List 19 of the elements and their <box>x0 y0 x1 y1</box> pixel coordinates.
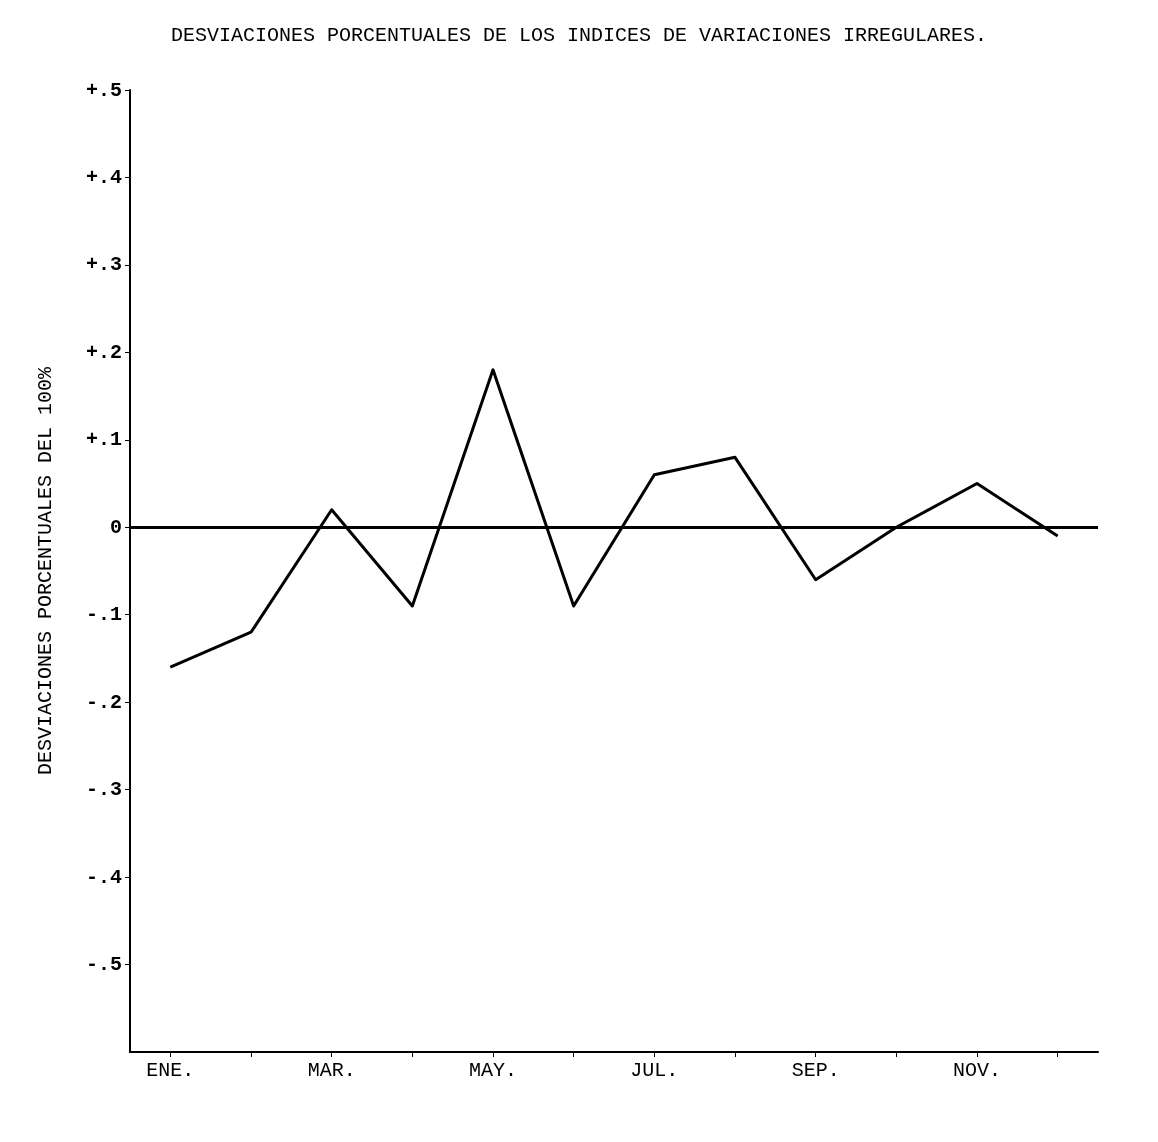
y-tick-label: -.5 <box>85 953 122 977</box>
y-tick-label: +.1 <box>85 428 122 452</box>
y-axis-title: DESVIACIONES PORCENTUALES DEL 100% <box>33 365 57 776</box>
x-tick-label: ENE. <box>146 1058 195 1082</box>
x-tick-label: MAR. <box>307 1058 356 1082</box>
y-tick-label: +.4 <box>85 165 122 189</box>
y-tick-label: -.1 <box>85 603 122 627</box>
x-tick-label: NOV. <box>952 1058 1002 1082</box>
x-tick-label: MAY. <box>468 1058 518 1082</box>
y-tick-label: +.5 <box>85 78 122 102</box>
y-tick-label: -.2 <box>85 690 122 714</box>
y-tick-label: +.3 <box>85 253 122 277</box>
x-tick-label: SEP. <box>791 1058 840 1082</box>
x-tick-label: JUL. <box>630 1058 679 1082</box>
chart-title: DESVIACIONES PORCENTUALES DE LOS INDICES DE VARIACIONES IRREGULARES. <box>170 23 988 47</box>
y-tick-label: +.2 <box>85 340 122 364</box>
y-tick-label: -.4 <box>85 865 122 889</box>
y-tick-label: -.3 <box>85 778 122 802</box>
y-tick-label: 0 <box>109 515 122 539</box>
